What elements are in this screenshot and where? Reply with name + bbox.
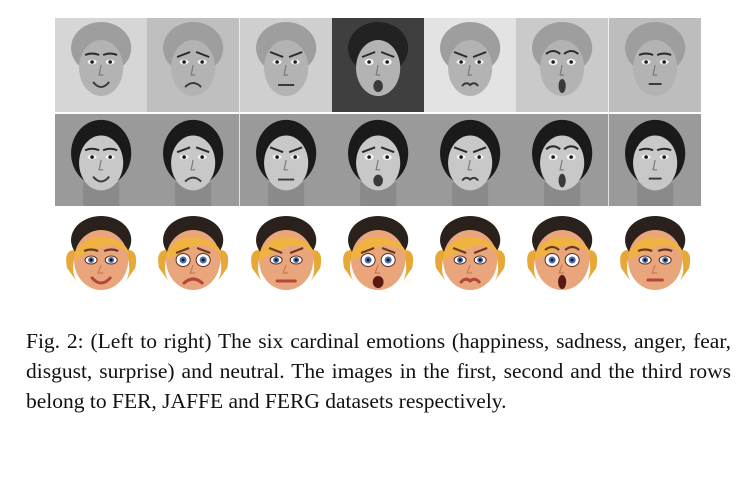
jaffe-disgust-face-image: [424, 114, 517, 206]
fer-anger-face: [239, 18, 332, 112]
ferg-sadness-face-image: [147, 210, 240, 302]
jaffe-surprise-face-image: [516, 114, 609, 206]
fer-fear-face: [331, 18, 425, 112]
fer-anger-face-image: [239, 18, 332, 112]
fer-sadness-face: [147, 18, 240, 112]
ferg-sadness-face: [147, 210, 240, 302]
fer-disgust-face: [424, 18, 517, 112]
fer-happiness-face: [55, 18, 148, 112]
jaffe-surprise-face: [516, 114, 609, 206]
fer-row: [55, 18, 701, 112]
jaffe-disgust-face: [424, 114, 517, 206]
ferg-row: [55, 210, 701, 302]
jaffe-fear-face-image: [331, 114, 425, 206]
jaffe-fear-face: [331, 114, 425, 206]
jaffe-row: [55, 114, 701, 206]
ferg-disgust-face-image: [424, 210, 517, 302]
fer-neutral-face-image: [608, 18, 701, 112]
fer-sadness-face-image: [147, 18, 240, 112]
ferg-neutral-face: [608, 210, 701, 302]
jaffe-neutral-face-image: [608, 114, 701, 206]
fer-neutral-face: [608, 18, 701, 112]
ferg-fear-face-image: [331, 210, 425, 302]
ferg-anger-face-image: [239, 210, 332, 302]
ferg-neutral-face-image: [608, 210, 701, 302]
jaffe-anger-face: [239, 114, 332, 206]
figure-caption: Fig. 2: (Left to right) The six cardinal…: [26, 329, 731, 413]
figure: [55, 18, 701, 302]
ferg-anger-face: [239, 210, 332, 302]
ferg-happiness-face: [55, 210, 148, 302]
ferg-surprise-face-image: [516, 210, 609, 302]
fer-fear-face-image: [331, 18, 425, 112]
ferg-disgust-face: [424, 210, 517, 302]
fer-surprise-face-image: [516, 18, 609, 112]
fer-happiness-face-image: [55, 18, 148, 112]
ferg-happiness-face-image: [55, 210, 148, 302]
fer-surprise-face: [516, 18, 609, 112]
jaffe-happiness-face: [55, 114, 148, 206]
ferg-surprise-face: [516, 210, 609, 302]
ferg-fear-face: [331, 210, 425, 302]
fer-disgust-face-image: [424, 18, 517, 112]
jaffe-sadness-face: [147, 114, 240, 206]
jaffe-happiness-face-image: [55, 114, 148, 206]
jaffe-anger-face-image: [239, 114, 332, 206]
jaffe-sadness-face-image: [147, 114, 240, 206]
jaffe-neutral-face: [608, 114, 701, 206]
